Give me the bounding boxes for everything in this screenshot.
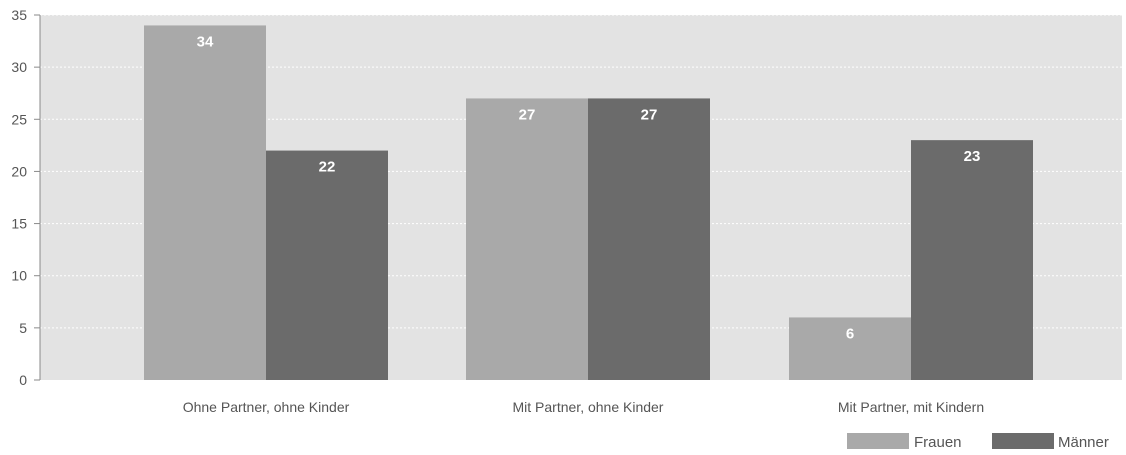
bars: 34 22 27 27 6 23 [144,25,1033,381]
y-tick-label: 0 [19,372,27,388]
y-tick-label: 30 [11,59,27,75]
y-tick-label: 20 [11,163,27,179]
bar-value-label: 22 [319,159,336,176]
y-axis: 0 5 10 15 20 25 30 35 [11,7,41,388]
x-category-label: Mit Partner, ohne Kinder [513,399,664,415]
y-tick-label: 5 [19,320,27,336]
bar-value-label: 27 [519,106,536,123]
y-tick-label: 10 [11,268,27,284]
bar-maenner [911,140,1033,380]
bar-frauen [789,317,911,380]
bar-maenner [588,98,710,380]
bar-maenner [266,150,388,380]
bar-value-label: 6 [846,325,854,342]
bar-value-label: 34 [197,33,214,50]
legend-swatch [992,433,1054,449]
y-tick-label: 25 [11,111,27,127]
bar-value-label: 27 [641,106,658,123]
legend-swatch [847,433,909,449]
x-axis-labels: Ohne Partner, ohne Kinder Mit Partner, oh… [183,399,984,415]
y-tick-label: 35 [11,7,27,23]
bar-value-label: 23 [964,148,981,165]
x-category-label: Mit Partner, mit Kindern [838,399,984,415]
bar-frauen [144,25,266,381]
bar-frauen [466,98,588,380]
legend: Frauen Männer [847,433,1109,451]
legend-label: Frauen [914,434,962,450]
legend-label: Männer [1058,434,1109,450]
y-tick-label: 15 [11,216,27,232]
x-category-label: Ohne Partner, ohne Kinder [183,399,350,415]
